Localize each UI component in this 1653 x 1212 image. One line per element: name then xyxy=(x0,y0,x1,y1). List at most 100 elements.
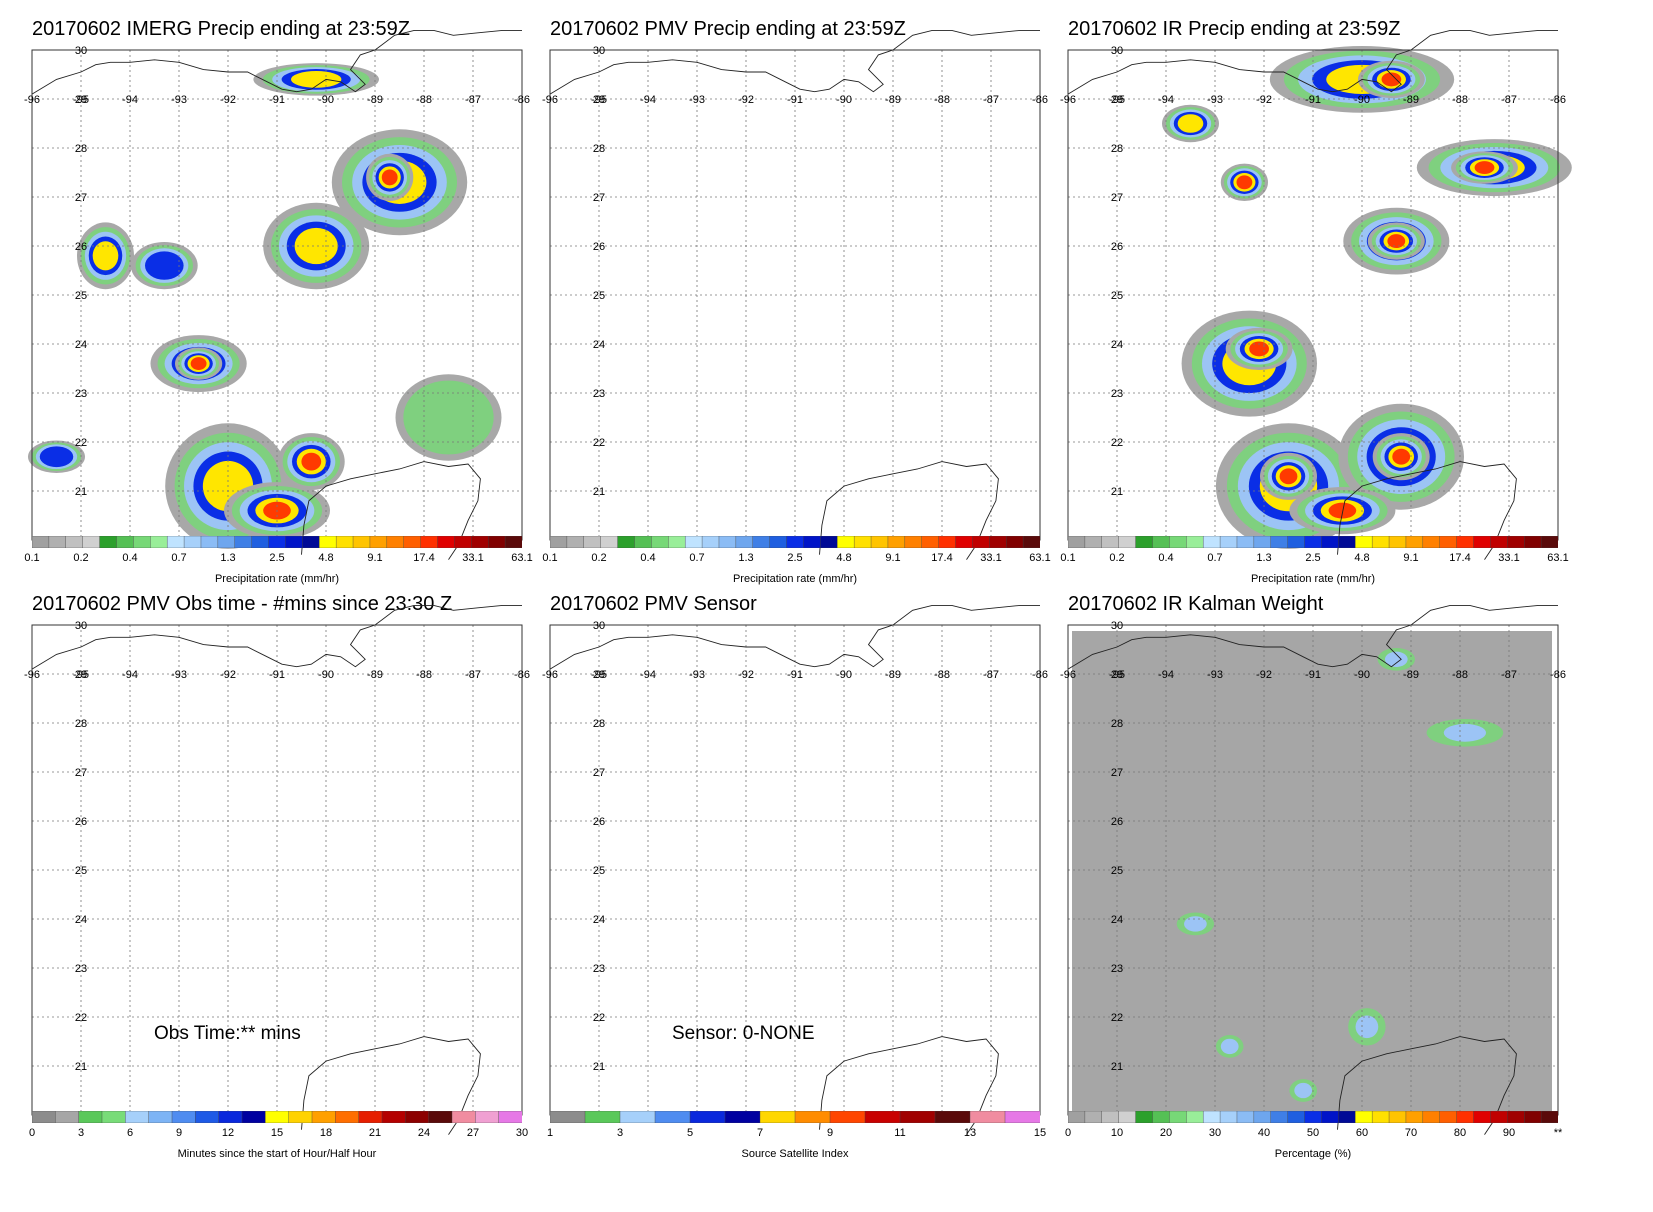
lat-tick-label: 28 xyxy=(75,718,87,730)
precip-contour xyxy=(1328,502,1357,519)
colorbar-swatch xyxy=(1202,536,1221,548)
colorbar-tick-label: 2.5 xyxy=(1305,552,1321,564)
colorbar-swatch xyxy=(769,536,788,548)
lat-tick-label: 30 xyxy=(75,45,87,57)
colorbar-swatch xyxy=(1371,1111,1390,1123)
colorbar-swatch xyxy=(887,536,906,548)
colorbar-swatch xyxy=(1304,1111,1323,1123)
colorbar-tick-label: 0 xyxy=(1064,1127,1072,1139)
lat-tick-label: 29 xyxy=(75,669,87,681)
precip-contour xyxy=(1384,651,1408,667)
lat-tick-label: 26 xyxy=(1111,241,1123,253)
lat-tick-label: 30 xyxy=(593,620,605,632)
lon-tick-label: -90 xyxy=(1354,669,1370,681)
colorbar-swatch xyxy=(381,1111,407,1123)
colorbar-swatch xyxy=(1101,1111,1120,1123)
lat-tick-label: 22 xyxy=(75,437,87,449)
lon-tick-label: -94 xyxy=(640,669,656,681)
lat-tick-label: 22 xyxy=(1111,1012,1123,1024)
colorbar-swatch xyxy=(759,1111,796,1123)
colorbar-swatch xyxy=(1388,1111,1407,1123)
colorbar-swatch xyxy=(1236,1111,1255,1123)
panel-sensor: 20170602 PMV Sensor -96 -95 -94 -93 -92 -91 -90… xyxy=(542,593,1090,1183)
colorbar-swatch xyxy=(101,1111,127,1123)
lat-tick-label: 26 xyxy=(593,241,605,253)
colorbar-tick-label: 70 xyxy=(1404,1127,1418,1139)
colorbar-swatch xyxy=(454,536,473,548)
colorbar-swatch xyxy=(437,536,456,548)
colorbar-tick-label: 6 xyxy=(126,1127,134,1139)
colorbar-swatch xyxy=(82,536,101,548)
colorbar-swatch xyxy=(1321,536,1340,548)
precip-contour xyxy=(1177,114,1204,133)
lon-tick-label: -90 xyxy=(836,94,852,106)
map-plot: -96-95-94-93-92-91-90-89-88-87-862021222… xyxy=(1060,29,1572,560)
colorbar-tick-label: 3 xyxy=(616,1127,624,1139)
colorbar-swatch xyxy=(803,536,822,548)
colorbar-tick-label: 1 xyxy=(546,1127,554,1139)
lat-tick-label: 26 xyxy=(75,241,87,253)
lat-tick-label: 24 xyxy=(75,339,87,351)
colorbar-swatch xyxy=(1405,1111,1424,1123)
colorbar-swatch xyxy=(352,536,371,548)
colorbar-swatch xyxy=(217,536,236,548)
panel-title: 20170602 PMV Sensor xyxy=(550,593,757,615)
lat-tick-label: 29 xyxy=(593,669,605,681)
lat-tick-label: 23 xyxy=(1111,963,1123,975)
colorbar-tick-label: 2.5 xyxy=(269,552,285,564)
colorbar xyxy=(550,536,1040,548)
lat-tick-label: 25 xyxy=(593,290,605,302)
colorbar-swatch xyxy=(1524,536,1542,548)
lon-tick-label: -87 xyxy=(1501,669,1517,681)
lat-tick-label: 25 xyxy=(1111,290,1123,302)
colorbar-swatch xyxy=(735,536,754,548)
colorbar-swatch xyxy=(864,1111,901,1123)
lat-tick-label: 23 xyxy=(593,388,605,400)
lon-tick-label: -96 xyxy=(24,94,40,106)
colorbar-tick-label: 5 xyxy=(686,1127,694,1139)
panel-title: 20170602 IR Precip ending at 23:59Z xyxy=(1068,18,1401,40)
lat-tick-label: 25 xyxy=(75,865,87,877)
colorbar-label: Percentage (%) xyxy=(1274,1148,1352,1160)
colorbar-ticks: 0 10 20 30 40 50 60 70 80 90 ** xyxy=(1064,1127,1562,1143)
colorbar-tick-label: 0.4 xyxy=(640,552,656,564)
colorbar-swatch xyxy=(786,536,805,548)
colorbar xyxy=(1068,536,1558,548)
colorbar-swatch xyxy=(285,536,304,548)
colorbar-swatch xyxy=(1084,1111,1103,1123)
precip-contour xyxy=(403,380,494,455)
lat-tick-label: 28 xyxy=(593,143,605,155)
precip-contour xyxy=(1236,175,1253,190)
colorbar-swatch xyxy=(1490,536,1509,548)
precip-contour xyxy=(1381,72,1402,87)
colorbar-swatch xyxy=(1101,536,1120,548)
lon-tick-label: -93 xyxy=(171,94,187,106)
panel-obstime: 20170602 PMV Obs time - #mins since 23:3… xyxy=(24,593,572,1183)
lon-tick-label: -91 xyxy=(269,669,285,681)
lat-tick-label: 29 xyxy=(1111,94,1123,106)
colorbar-tick-label: 0.1 xyxy=(24,552,40,564)
colorbar-tick-label: 18 xyxy=(319,1127,333,1139)
lat-tick-label: 25 xyxy=(593,865,605,877)
lat-tick-label: 21 xyxy=(1111,486,1123,498)
colorbar-swatch xyxy=(99,536,118,548)
colorbar-swatch xyxy=(689,1111,726,1123)
lon-tick-label: -88 xyxy=(934,669,950,681)
colorbar-swatch xyxy=(125,1111,150,1123)
coastline xyxy=(31,604,522,1135)
colorbar-swatch xyxy=(600,536,619,548)
colorbar-swatch xyxy=(1473,536,1492,548)
colorbar-tick-label: 63.1 xyxy=(1029,552,1051,564)
colorbar-tick-label: 3 xyxy=(77,1127,85,1139)
colorbar-swatch xyxy=(651,536,669,548)
precip-contour xyxy=(1220,1038,1239,1055)
colorbar-swatch xyxy=(65,536,84,548)
colorbar-swatch xyxy=(1186,536,1204,548)
colorbar-swatch xyxy=(1338,1111,1356,1123)
colorbar-swatch xyxy=(234,536,253,548)
lat-tick-label: 29 xyxy=(75,94,87,106)
colorbar-tick-label: 0.7 xyxy=(689,552,705,564)
colorbar-swatch xyxy=(989,536,1007,548)
precip-contour xyxy=(145,251,184,280)
lat-tick-label: 25 xyxy=(75,290,87,302)
